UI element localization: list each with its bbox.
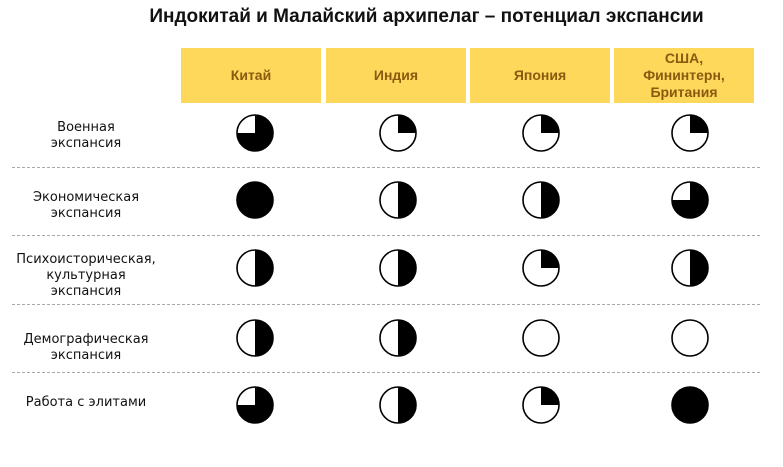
row-divider — [12, 372, 760, 373]
ball-fill — [398, 115, 416, 133]
ball-fill — [541, 387, 559, 405]
harvey-ball — [521, 248, 561, 288]
harvey-ball — [378, 318, 418, 358]
ball-fill — [672, 182, 708, 218]
column-header: США, Фининтерн, Британия — [614, 48, 754, 103]
harvey-ball — [521, 385, 561, 425]
harvey-ball — [235, 248, 275, 288]
ball-fill — [398, 320, 416, 356]
harvey-ball — [521, 113, 561, 153]
ball-fill — [237, 182, 273, 218]
ball-fill — [398, 250, 416, 286]
row-label: Психоисторическая, культурная экспансия — [16, 252, 156, 299]
row-label: Военная экспансия — [50, 120, 122, 151]
harvey-ball — [670, 180, 710, 220]
harvey-ball — [521, 318, 561, 358]
harvey-ball — [235, 180, 275, 220]
row-label: Демографическая экспансия — [23, 332, 149, 363]
ball-fill — [237, 387, 273, 423]
ball-fill — [398, 182, 416, 218]
chart-title: Индокитай и Малайский архипелаг – потенц… — [149, 6, 704, 27]
ball-fill — [541, 182, 559, 218]
row-divider — [12, 167, 760, 168]
column-header: Индия — [326, 48, 466, 103]
harvey-ball — [378, 385, 418, 425]
harvey-ball — [670, 248, 710, 288]
harvey-ball — [670, 385, 710, 425]
ball-fill — [237, 115, 273, 151]
harvey-ball — [521, 180, 561, 220]
ball-fill — [690, 115, 708, 133]
ball-fill — [690, 250, 708, 286]
ball-fill — [541, 115, 559, 133]
harvey-ball — [670, 318, 710, 358]
ball-fill — [541, 250, 559, 268]
harvey-ball — [378, 113, 418, 153]
harvey-ball — [235, 318, 275, 358]
harvey-ball — [670, 113, 710, 153]
harvey-ball — [235, 385, 275, 425]
harvey-ball — [235, 113, 275, 153]
row-divider — [12, 304, 760, 305]
ball-fill — [672, 387, 708, 423]
row-divider — [12, 235, 760, 236]
harvey-ball — [378, 248, 418, 288]
ball-fill — [255, 320, 273, 356]
row-label: Экономическая экспансия — [32, 190, 140, 221]
harvey-ball — [378, 180, 418, 220]
column-header: Япония — [470, 48, 610, 103]
ball-fill — [398, 387, 416, 423]
column-header: Китай — [181, 48, 321, 103]
ball-fill — [255, 250, 273, 286]
row-label: Работа с элитами — [25, 395, 147, 410]
